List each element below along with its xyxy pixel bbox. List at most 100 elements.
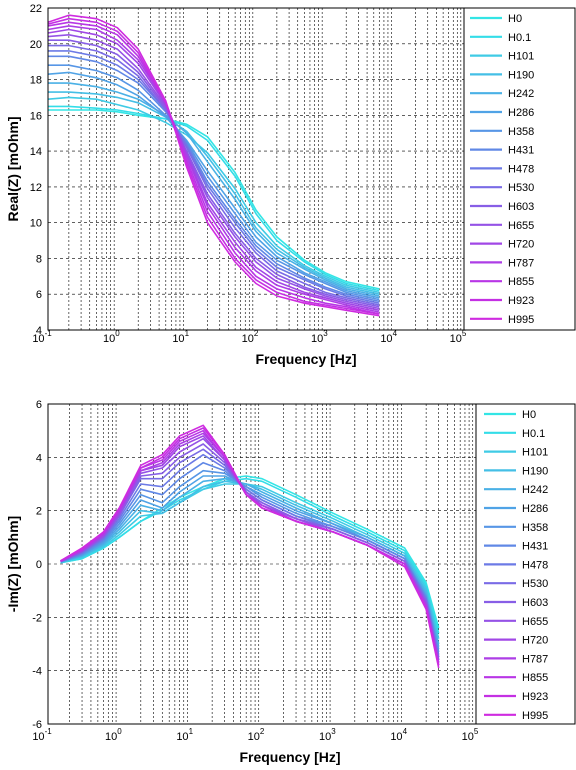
- tick-labels: -6 -4 -2 0 2 4 6 10-1 100 101 102 103 104 105: [32, 399, 479, 743]
- legend-label: H603: [522, 597, 548, 609]
- legend-label: H242: [522, 484, 548, 496]
- legend-label: H101: [522, 447, 548, 459]
- legend-label: H530: [522, 578, 548, 590]
- legend-label: H530: [508, 182, 534, 194]
- series-line-h431: [60, 461, 440, 655]
- y-tick-label: 18: [30, 75, 42, 87]
- y-tick-label: 6: [36, 399, 42, 411]
- legend-label: H0.1: [508, 32, 531, 44]
- grid: [48, 403, 476, 725]
- y-tick-label: 10: [30, 218, 42, 230]
- legend: H0 H0.1 H101 H190 H242 H286 H358 H431 H478 H530 H6…: [470, 13, 534, 326]
- series-line-h101: [60, 483, 440, 639]
- legend-label: H855: [508, 276, 534, 288]
- legend-label: H478: [508, 163, 534, 175]
- y-tick-label: -6: [32, 719, 42, 731]
- y-tick-label: -4: [32, 666, 42, 678]
- x-axis-label: Frequency [Hz]: [255, 351, 356, 367]
- y-tick-label: 6: [36, 289, 42, 301]
- legend-label: H0: [508, 13, 522, 25]
- legend-label: H431: [508, 145, 534, 157]
- x-tick-label: 103: [311, 329, 328, 345]
- x-tick-label: 105: [462, 727, 479, 743]
- series-line-h431: [48, 55, 380, 303]
- legend-label: H242: [508, 88, 534, 100]
- legend-label: H286: [508, 107, 534, 119]
- series-line-h190: [48, 91, 380, 295]
- legend-label: H478: [522, 559, 548, 571]
- x-tick-label: 102: [242, 329, 259, 345]
- series-line-h101: [47, 96, 380, 294]
- plot-frame: [47, 7, 465, 331]
- legend-label: H995: [508, 314, 534, 326]
- series-line-h787: [47, 25, 380, 313]
- x-tick-label: 10-1: [32, 727, 52, 743]
- legend-label: H720: [508, 239, 534, 251]
- series-line-h358: [48, 64, 380, 301]
- legend-label: H855: [522, 672, 548, 684]
- series-line-h242: [48, 82, 380, 297]
- legend-label: H787: [508, 257, 534, 269]
- x-axis-label: Frequency [Hz]: [239, 749, 340, 765]
- series-line-h720: [47, 28, 380, 312]
- series-line-h923: [47, 17, 380, 315]
- x-tick-label: 102: [248, 727, 265, 743]
- series-line-h478: [48, 50, 380, 304]
- series-line-h995: [60, 424, 440, 669]
- y-tick-label: 16: [30, 110, 42, 122]
- y-tick-label: 20: [30, 39, 42, 51]
- x-tick-label: 104: [390, 727, 407, 743]
- plot-frame: [47, 403, 477, 725]
- legend-label: H720: [522, 635, 548, 647]
- x-tick-label: 101: [176, 727, 193, 743]
- series-line-h995: [47, 14, 380, 317]
- series-line-h0: [48, 109, 380, 290]
- y-tick-label: 14: [30, 146, 42, 158]
- series-line-h655: [47, 33, 380, 310]
- y-tick-label: 0: [36, 559, 42, 571]
- legend-label: H0.1: [522, 428, 545, 440]
- legend-label: H190: [522, 465, 548, 477]
- series-line-h0-1: [48, 105, 380, 292]
- series-line-h603: [48, 39, 380, 308]
- tick-labels: 4 6 8 10 12 14 16 18 20 22 10-1 100 101 102 103 104 105: [30, 3, 467, 345]
- legend-label: H286: [522, 503, 548, 515]
- y-axis-label: -Im(Z) [mOhm]: [5, 516, 21, 612]
- legend-label: H995: [522, 710, 548, 722]
- legend: H0 H0.1 H101 H190 H242 H286 H358 H431 H478 H530 H6…: [484, 409, 548, 722]
- series-line-h603: [60, 443, 440, 661]
- y-tick-label: 8: [36, 253, 42, 265]
- x-tick-label: 100: [103, 329, 120, 345]
- legend-label: H923: [508, 295, 534, 307]
- real-impedance-chart: H0 H0.1 H101 H190 H242 H286 H358 H431 H478 H530 H6…: [5, 3, 576, 367]
- x-tick-label: 103: [319, 727, 336, 743]
- legend-label: H358: [522, 522, 548, 534]
- y-tick-label: -2: [32, 612, 42, 624]
- series-lines: [60, 424, 440, 669]
- legend-label: H358: [508, 126, 534, 138]
- series-line-h530: [48, 44, 380, 306]
- y-tick-label: 12: [30, 182, 42, 194]
- y-axis-label: Real(Z) [mOhm]: [5, 117, 21, 222]
- legend-label: H431: [522, 541, 548, 553]
- series-lines: [47, 14, 380, 317]
- series-line-h242: [60, 477, 440, 647]
- legend-label: H787: [522, 653, 548, 665]
- x-tick-label: 10-1: [32, 329, 52, 345]
- x-tick-label: 105: [450, 329, 467, 345]
- x-tick-label: 100: [105, 727, 122, 743]
- y-tick-label: 4: [36, 325, 42, 337]
- y-tick-label: 2: [36, 506, 42, 518]
- x-tick-label: 101: [172, 329, 189, 345]
- series-line-h286: [47, 71, 380, 299]
- series-line-h855: [47, 21, 380, 315]
- legend-label: H0: [522, 409, 536, 421]
- legend-label: H101: [508, 51, 534, 63]
- legend-label: H655: [522, 616, 548, 628]
- x-tick-label: 104: [380, 329, 397, 345]
- y-tick-label: 4: [36, 452, 42, 464]
- legend-label: H603: [508, 201, 534, 213]
- imag-impedance-chart: H0 H0.1 H101 H190 H242 H286 H358 H431 H478 H530 H6…: [5, 399, 576, 765]
- legend-label: H190: [508, 69, 534, 81]
